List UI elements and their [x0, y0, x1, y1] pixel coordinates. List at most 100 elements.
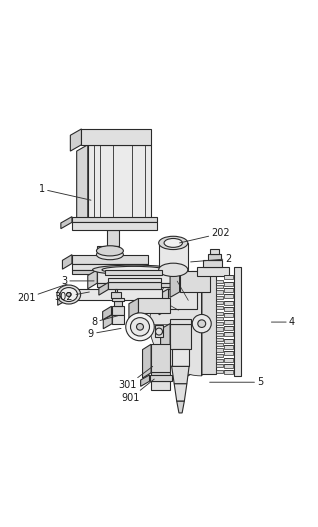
Polygon shape [72, 255, 148, 264]
Polygon shape [210, 249, 219, 254]
Polygon shape [70, 129, 81, 151]
Polygon shape [216, 290, 223, 294]
Polygon shape [172, 349, 189, 366]
Text: 3: 3 [61, 276, 94, 286]
Text: 301: 301 [118, 366, 153, 391]
Ellipse shape [102, 266, 165, 274]
Polygon shape [111, 292, 121, 298]
Polygon shape [224, 313, 233, 317]
Polygon shape [67, 289, 162, 300]
Polygon shape [169, 289, 197, 309]
Polygon shape [99, 282, 108, 295]
Polygon shape [216, 280, 223, 283]
Polygon shape [97, 270, 180, 283]
Ellipse shape [164, 239, 183, 247]
Polygon shape [216, 333, 223, 336]
Ellipse shape [126, 313, 154, 341]
Polygon shape [112, 306, 124, 315]
Polygon shape [88, 270, 97, 289]
Polygon shape [216, 301, 223, 304]
Polygon shape [216, 296, 223, 299]
Polygon shape [216, 364, 223, 367]
Polygon shape [72, 264, 148, 270]
Polygon shape [224, 357, 233, 362]
Polygon shape [72, 222, 157, 230]
Polygon shape [224, 319, 233, 324]
Polygon shape [81, 129, 151, 145]
Polygon shape [216, 359, 223, 362]
Polygon shape [107, 230, 120, 246]
Polygon shape [103, 315, 112, 329]
Polygon shape [197, 267, 229, 276]
Text: 1: 1 [39, 184, 91, 200]
Text: 302: 302 [55, 292, 89, 302]
Polygon shape [108, 282, 161, 289]
Ellipse shape [57, 285, 81, 304]
Ellipse shape [136, 324, 143, 330]
Polygon shape [216, 327, 223, 330]
Ellipse shape [66, 292, 71, 296]
Polygon shape [112, 298, 123, 301]
Ellipse shape [159, 236, 188, 250]
Polygon shape [174, 384, 187, 401]
Polygon shape [216, 322, 223, 325]
Polygon shape [224, 275, 233, 279]
Polygon shape [216, 317, 223, 320]
Text: 8: 8 [91, 316, 118, 327]
Polygon shape [155, 325, 163, 331]
Ellipse shape [96, 250, 123, 260]
Ellipse shape [156, 328, 162, 335]
Polygon shape [224, 288, 233, 292]
Polygon shape [224, 364, 233, 368]
Polygon shape [88, 145, 151, 218]
Polygon shape [216, 348, 223, 352]
Polygon shape [224, 281, 233, 286]
Polygon shape [170, 324, 191, 349]
Polygon shape [216, 306, 223, 309]
Polygon shape [224, 370, 233, 374]
Ellipse shape [93, 265, 175, 275]
Polygon shape [77, 145, 88, 224]
Polygon shape [170, 271, 180, 297]
Polygon shape [159, 243, 188, 270]
Polygon shape [159, 289, 169, 315]
Polygon shape [208, 254, 221, 260]
Text: 4: 4 [271, 317, 295, 327]
Text: 901: 901 [121, 379, 154, 403]
Polygon shape [97, 283, 180, 287]
Polygon shape [151, 344, 170, 373]
Text: 202: 202 [180, 228, 230, 243]
Polygon shape [181, 271, 191, 379]
Polygon shape [149, 375, 172, 381]
Polygon shape [224, 332, 233, 336]
Polygon shape [170, 319, 191, 324]
Polygon shape [97, 246, 120, 251]
Polygon shape [72, 270, 148, 274]
Polygon shape [151, 372, 170, 376]
Polygon shape [161, 324, 170, 354]
Polygon shape [234, 267, 241, 376]
Polygon shape [103, 306, 112, 320]
Polygon shape [142, 344, 151, 378]
Text: 201: 201 [17, 284, 67, 304]
Polygon shape [149, 271, 202, 376]
Polygon shape [151, 380, 170, 390]
Polygon shape [216, 311, 223, 315]
Text: 9: 9 [88, 328, 121, 339]
Polygon shape [62, 255, 72, 269]
Polygon shape [224, 307, 233, 311]
Polygon shape [115, 289, 117, 292]
Text: 2: 2 [191, 254, 232, 264]
Polygon shape [114, 301, 122, 306]
Polygon shape [216, 285, 223, 288]
Polygon shape [61, 217, 72, 229]
Polygon shape [216, 369, 223, 373]
Ellipse shape [60, 288, 78, 301]
Polygon shape [216, 338, 223, 341]
Polygon shape [180, 271, 210, 292]
Polygon shape [155, 331, 163, 337]
Polygon shape [105, 270, 162, 275]
Polygon shape [216, 343, 223, 346]
Polygon shape [172, 366, 189, 384]
Ellipse shape [96, 246, 123, 256]
